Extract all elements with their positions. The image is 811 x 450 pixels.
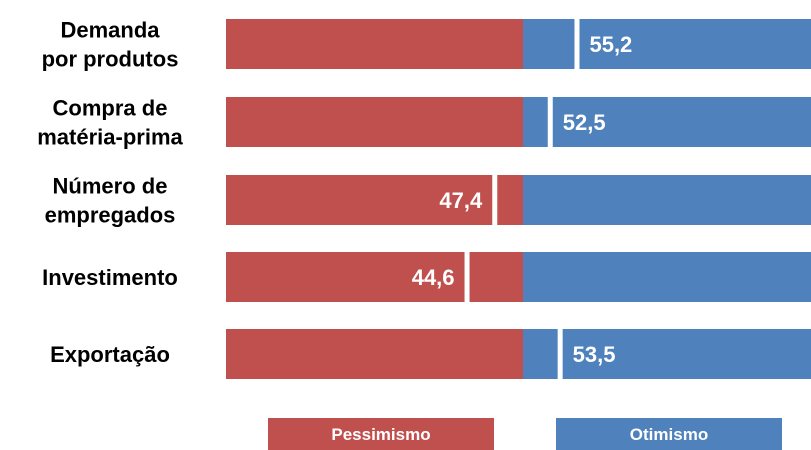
bar-pessimismo-cat-2 [226, 175, 523, 225]
category-label-cat-0: Demanda por produtos [42, 18, 179, 72]
value-label-cat-2: 47,4 [439, 188, 483, 213]
bars-group: 55,2 52,5 47,4 44,6 53,5 [226, 16, 811, 382]
legend-swatch-pessimismo [268, 418, 494, 450]
value-label-cat-3: 44,6 [412, 265, 455, 290]
bar-pessimismo-cat-4 [226, 329, 523, 379]
category-label-cat-3: Investimento [42, 265, 178, 290]
value-label-cat-1: 52,5 [563, 110, 606, 135]
bar-otimismo-cat-2 [523, 175, 811, 225]
bar-otimismo-cat-4 [523, 329, 811, 379]
category-labels: Demanda por produtos Compra de matéria-prim… [37, 18, 183, 368]
bar-otimismo-cat-1 [523, 97, 811, 147]
category-label-cat-1: Compra de matéria-prima [37, 96, 183, 150]
legend-swatch-otimismo [556, 418, 782, 450]
value-label-cat-4: 53,5 [573, 342, 616, 367]
value-marker-cat-2 [492, 172, 498, 228]
category-label-cat-2: Número de empregados [45, 174, 176, 228]
bar-value-cat-0 [523, 19, 575, 69]
bar-pessimismo-cat-0 [226, 19, 523, 69]
bar-value-cat-2 [497, 175, 523, 225]
category-label-cat-4: Exportação [50, 342, 170, 367]
legend-label-otimismo: Otimismo [630, 425, 708, 444]
bar-value-cat-3 [469, 252, 523, 302]
legend: Pessimismo Otimismo [268, 418, 782, 450]
value-marker-cat-3 [464, 249, 470, 305]
bar-value-cat-4 [523, 329, 558, 379]
legend-label-pessimismo: Pessimismo [331, 425, 430, 444]
bar-pessimismo-cat-1 [226, 97, 523, 147]
bar-value-cat-1 [523, 97, 548, 147]
value-label-cat-0: 55,2 [589, 32, 632, 57]
value-marker-cat-4 [557, 326, 563, 382]
value-marker-cat-1 [547, 94, 553, 150]
bar-otimismo-cat-3 [523, 252, 811, 302]
value-marker-cat-0 [574, 16, 580, 72]
